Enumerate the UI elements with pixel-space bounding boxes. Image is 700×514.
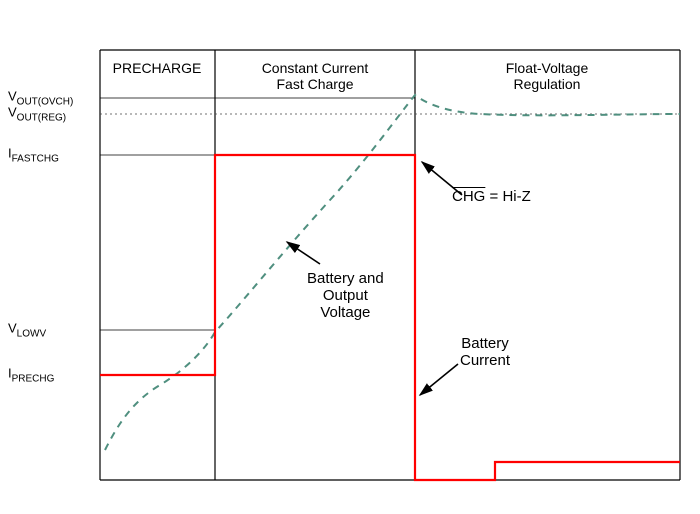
arrow-batt-out-voltage	[287, 242, 320, 264]
y-label-iprechg: IPRECHG	[8, 366, 54, 385]
chart-canvas: VOUT(OVCH)VOUT(REG)IFASTCHGVLOWVIPRECHGP…	[0, 0, 700, 514]
region-label-0: PRECHARGE	[113, 60, 202, 76]
annotation-chg-hiz: CHG = Hi-Z	[452, 188, 531, 205]
y-label-ifastchg: IFASTCHG	[8, 146, 59, 165]
region-label-1: Constant CurrentFast Charge	[262, 60, 369, 92]
arrow-batt-current	[420, 364, 458, 395]
annotation-batt-current: BatteryCurrent	[460, 335, 510, 369]
y-label-vlowv: VLOWV	[8, 321, 46, 340]
annotation-batt-out-voltage: Battery andOutputVoltage	[307, 270, 384, 321]
y-label-vout_reg: VOUT(REG)	[8, 105, 66, 124]
voltage-curve	[105, 95, 680, 450]
region-label-2: Float-VoltageRegulation	[506, 60, 589, 92]
battery-current-curve	[100, 155, 680, 480]
